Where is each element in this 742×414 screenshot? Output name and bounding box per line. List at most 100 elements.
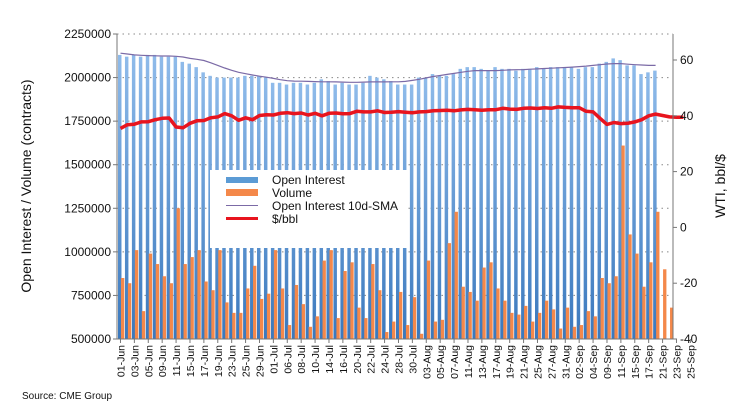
open-interest-bar <box>416 77 421 340</box>
open-interest-bar <box>423 77 428 340</box>
x-tick-label: 15-Sep <box>630 345 642 379</box>
open-interest-bar <box>465 67 469 339</box>
open-interest-bar <box>444 75 449 339</box>
open-interest-bar <box>180 61 185 340</box>
volume-bar <box>266 293 271 339</box>
volume-bar <box>253 265 257 339</box>
volume-bar <box>239 312 243 339</box>
open-interest-bar <box>632 65 636 339</box>
open-interest-bar <box>451 74 456 339</box>
open-interest-bar <box>583 67 588 339</box>
y2-tick-label: -20 <box>680 276 698 290</box>
volume-bar <box>343 271 347 339</box>
volume-bar <box>670 307 674 339</box>
volume-bar <box>197 250 201 339</box>
x-tick-label: 29-Jun <box>255 345 267 377</box>
x-tick-label: 13-Aug <box>477 345 489 379</box>
legend-label: Volume <box>272 185 313 200</box>
volume-bar <box>127 283 132 339</box>
volume-bar <box>510 312 514 339</box>
volume-bar <box>190 257 194 339</box>
x-tick-label: 27-Aug <box>546 345 558 379</box>
volume-bar <box>322 260 326 339</box>
volume-bar <box>544 300 549 339</box>
sma-swatch <box>226 205 258 206</box>
volume-bar <box>586 311 590 339</box>
x-tick-label: 10-Jul <box>310 345 322 374</box>
open-interest-bar <box>569 67 574 339</box>
x-tick-label: 09-Jun <box>157 345 169 377</box>
x-tick-label: 15-Jun <box>185 345 197 377</box>
open-interest-bar <box>611 58 615 340</box>
legend-label: $/bbl <box>272 211 299 226</box>
open-interest-bar <box>124 56 129 340</box>
open-interest-bar <box>138 56 143 340</box>
volume-bar <box>482 267 486 339</box>
open-interest-bar <box>173 56 178 340</box>
y-tick-label: 750000 <box>71 288 111 302</box>
volume-bar <box>183 264 187 339</box>
volume-bar <box>663 269 667 339</box>
open-interest-bar <box>514 70 518 339</box>
y-tick-label: 1250000 <box>64 201 111 215</box>
volume-bar <box>517 314 521 339</box>
legend-item-open-interest: Open Interest <box>210 172 408 187</box>
x-tick-label: 17-Sep <box>644 345 656 379</box>
open-interest-bar <box>639 74 643 339</box>
volume-bar <box>371 264 375 339</box>
open-interest-bar <box>409 84 414 340</box>
volume-bar <box>412 297 417 339</box>
x-tick-label: 02-Sep <box>574 345 586 379</box>
volume-bar <box>468 291 472 339</box>
open-interest-bar <box>437 75 442 339</box>
open-interest-bar <box>194 67 198 339</box>
volume-bar <box>454 211 458 339</box>
open-interest-bar <box>152 54 157 340</box>
volume-bar <box>440 319 445 339</box>
open-interest-bar <box>590 67 595 339</box>
volume-bar <box>176 208 180 339</box>
open-interest-bar <box>472 67 476 339</box>
gridlines <box>117 33 673 296</box>
x-tick-label: 25-Sep <box>685 345 697 379</box>
volume-bar <box>120 278 125 339</box>
volume-bar <box>378 290 382 339</box>
volume-bar <box>496 288 500 339</box>
volume-bar <box>461 286 465 339</box>
x-tick-label: 01-Jun <box>116 345 128 377</box>
y2-tick-label: 40 <box>680 109 694 123</box>
volume-bar <box>301 304 306 339</box>
volume-bar <box>524 305 528 339</box>
right-axis-title: WTI, bbl/$ <box>712 154 728 218</box>
x-tick-label: 08-Jul <box>296 345 308 374</box>
open-interest-bar <box>500 68 504 339</box>
volume-bar <box>232 312 236 339</box>
open-interest-bar <box>521 68 525 339</box>
volume-bar <box>489 262 493 339</box>
volume-bar <box>537 312 542 339</box>
volume-bar <box>155 264 160 339</box>
volume-bars <box>120 145 674 339</box>
open-interest-sma-line <box>120 52 656 83</box>
volume-bar <box>607 283 611 339</box>
y2-tick-label: 20 <box>680 165 694 179</box>
volume-bar <box>572 326 577 339</box>
legend-label: Open Interest <box>272 172 345 187</box>
open-interest-bar <box>187 63 191 339</box>
volume-bar <box>308 326 312 339</box>
volume-bar <box>162 276 167 339</box>
source-note: Source: CME Group <box>22 391 113 402</box>
volume-bar <box>593 316 597 339</box>
volume-bar <box>600 278 604 339</box>
volume-bar <box>398 291 403 339</box>
x-tick-label: 14-Jul <box>324 345 336 374</box>
x-tick-label: 23-Jun <box>227 345 239 377</box>
volume-bar <box>385 332 389 339</box>
y-tick-label: 1000000 <box>64 245 111 259</box>
volume-bar <box>642 286 646 339</box>
volume-bar <box>503 300 507 339</box>
x-tick-label: 30-Jul <box>407 345 419 374</box>
volume-swatch <box>226 189 258 196</box>
volume-bar <box>565 307 570 339</box>
volume-bar <box>614 276 618 339</box>
